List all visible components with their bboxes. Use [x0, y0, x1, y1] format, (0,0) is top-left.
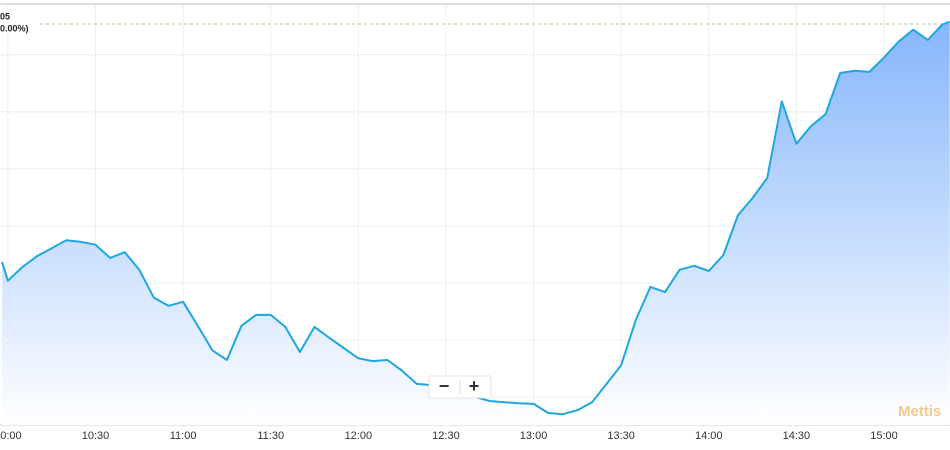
x-tick-label: 14:30: [783, 430, 811, 442]
x-tick-label: 13:00: [520, 430, 548, 442]
x-tick-label: 11:00: [170, 430, 197, 442]
watermark: Mettis: [898, 403, 941, 420]
zoom-in[interactable]: +: [469, 376, 480, 396]
annotation: 05: [0, 11, 10, 21]
x-tick-label: 11:30: [257, 430, 284, 442]
x-tick-label: 12:30: [432, 430, 460, 442]
x-tick-label: 14:00: [695, 430, 723, 442]
x-tick-label: 13:30: [607, 430, 635, 442]
x-tick-label: 10:30: [82, 430, 110, 442]
x-tick-label: 15:00: [870, 430, 898, 442]
zoom-control: − +: [428, 375, 492, 399]
annotation: 0.00%): [0, 23, 29, 33]
x-tick-label: 12:00: [345, 430, 373, 442]
zoom-out[interactable]: −: [439, 376, 450, 396]
x-tick-label: 10:00: [0, 430, 22, 442]
area: [2, 21, 950, 425]
